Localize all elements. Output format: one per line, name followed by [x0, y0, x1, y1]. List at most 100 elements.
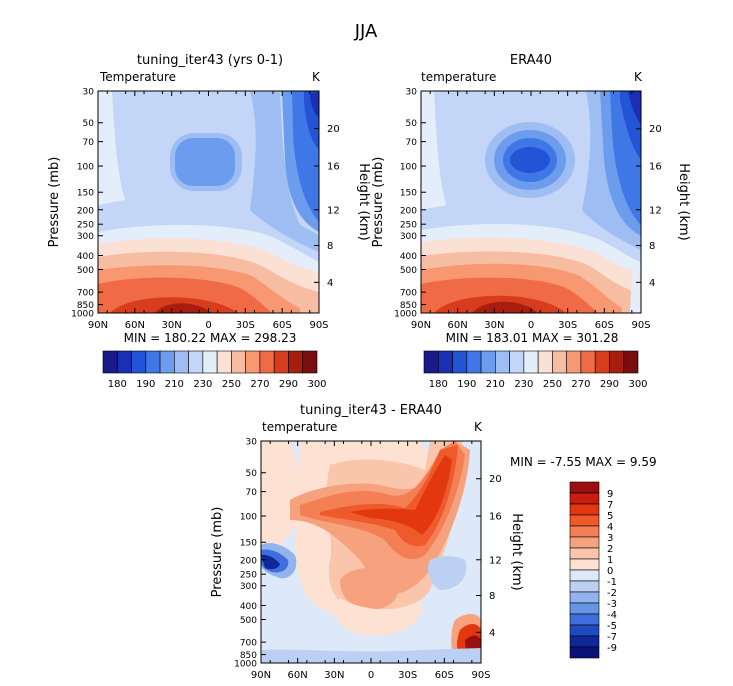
panel-title: tuning_iter43 (yrs 0-1): [137, 53, 283, 68]
y-tick-label: 850: [400, 301, 417, 311]
stats-text: MIN = 183.01 MAX = 301.28: [446, 331, 619, 345]
colorbar-swatch: [594, 350, 610, 374]
colorbar-swatch: [423, 350, 439, 374]
y-tick-label: 200: [240, 556, 257, 566]
y-tick-label: 400: [77, 252, 94, 262]
colorbar-label: -4: [607, 610, 617, 621]
colorbar-label: 1: [607, 555, 613, 566]
colorbar-label: 3: [607, 533, 613, 544]
y2-axis-label: Height (km): [509, 513, 524, 590]
colorbar-swatch: [259, 350, 275, 374]
y2-axis-label: Height (km): [676, 163, 691, 240]
y-axis-label: Pressure (mb): [371, 157, 386, 248]
colorbar-swatch: [569, 591, 600, 604]
colorbar-label: 5: [607, 511, 613, 522]
x-tick-label: 90S: [471, 670, 490, 681]
y-tick-label: 150: [400, 189, 417, 199]
y-tick-label: 150: [77, 189, 94, 199]
y-tick-label: 100: [400, 163, 417, 173]
colorbar-label: -3: [607, 599, 617, 610]
y-tick-label: 50: [246, 469, 258, 479]
colorbar-swatch: [174, 350, 189, 374]
variable-label: temperature: [262, 420, 337, 434]
y-axis-label: Pressure (mb): [210, 507, 225, 598]
y-tick-label: 200: [77, 206, 94, 216]
colorbar-swatch: [569, 602, 600, 615]
axis-ticks: 90N 60N 30N 0 30S 60S 90S 30 50 70 100 150 200 250300…: [234, 438, 502, 682]
x-tick-label: 0: [528, 320, 534, 331]
colorbar-label: 300: [628, 379, 647, 390]
panel-diff: tuning_iter43 - ERA40 temperature K 90N 6…: [210, 403, 657, 681]
x-tick-label: 90S: [631, 320, 650, 331]
colorbar-swatch: [569, 569, 600, 582]
colorbar-label: -1: [607, 577, 617, 588]
axis-ticks: 90N 60N 30N 0 30S 60S 90S 30 50 70 100 150 200 250300…: [71, 88, 340, 332]
contour-field: [98, 91, 319, 313]
figure-title: JJA: [354, 21, 378, 42]
y-tick-label: 850: [240, 651, 257, 661]
colorbar-label: -7: [607, 632, 617, 643]
y-tick-label: 500: [77, 266, 94, 276]
colorbar-label: 2: [607, 544, 613, 555]
colorbar-swatch: [231, 350, 246, 374]
x-tick-label: 90N: [411, 320, 431, 331]
y-tick-label: 300: [240, 582, 257, 592]
colorbar-swatch: [523, 350, 539, 374]
colorbar-label: 250: [222, 379, 241, 390]
y-tick-label: 300: [77, 232, 94, 242]
y2-tick-label: 12: [327, 205, 340, 216]
x-tick-label: 60N: [448, 320, 468, 331]
y-tick-label: 30: [83, 88, 95, 98]
colorbar-label: 300: [307, 379, 326, 390]
colorbar-swatch: [569, 481, 600, 494]
colorbar-label: -9: [607, 643, 617, 654]
colorbar-swatch: [131, 350, 147, 374]
y2-tick-label: 20: [489, 474, 502, 485]
colorbar-swatch: [537, 350, 553, 374]
colorbar-swatch: [569, 514, 600, 527]
colorbar-swatch: [569, 646, 600, 659]
units-label: K: [312, 70, 321, 84]
y-tick-label: 500: [400, 266, 417, 276]
colorbar-label: 180: [429, 379, 448, 390]
y-tick-label: 30: [246, 438, 258, 448]
y2-tick-label: 8: [649, 241, 655, 252]
y-tick-label: 50: [83, 119, 95, 129]
colorbar-label: 190: [136, 379, 155, 390]
y-tick-label: 1000: [234, 660, 257, 670]
x-tick-label: 30N: [162, 320, 182, 331]
y2-tick-label: 16: [327, 162, 340, 173]
colorbar-swatch: [480, 350, 496, 374]
y-tick-label: 70: [83, 138, 95, 148]
colorbar-swatch: [569, 536, 600, 549]
y-tick-label: 70: [406, 138, 418, 148]
colorbar-label: 210: [165, 379, 184, 390]
y-tick-label: 1000: [394, 310, 417, 320]
colorbar-label: 210: [486, 379, 505, 390]
colorbar-swatch: [509, 350, 525, 374]
y-tick-label: 250: [240, 571, 257, 581]
colorbar-swatch: [569, 635, 600, 648]
panel-title: tuning_iter43 - ERA40: [300, 403, 442, 418]
colorbar-swatch: [288, 350, 304, 374]
y-tick-label: 250: [77, 221, 94, 231]
x-tick-label: 30S: [558, 320, 577, 331]
colorbar-swatch: [580, 350, 596, 374]
colorbar-swatch: [569, 613, 600, 626]
colorbar-swatch: [623, 350, 639, 374]
colorbar-swatch: [566, 350, 582, 374]
x-tick-label: 60S: [435, 670, 454, 681]
axis-ticks: 90N 60N 30N 0 30S 60S 90S 30 50 70 100 150 200 250300…: [394, 88, 662, 332]
colorbar-label: 290: [279, 379, 298, 390]
y-axis-label: Pressure (mb): [47, 157, 62, 248]
y2-tick-label: 16: [489, 512, 502, 523]
colorbar-swatch: [302, 350, 318, 374]
colorbar-label: 270: [250, 379, 269, 390]
x-tick-label: 60N: [288, 670, 308, 681]
colorbar-swatch: [552, 350, 567, 374]
y2-tick-label: 12: [649, 205, 662, 216]
y-tick-label: 700: [240, 639, 257, 649]
colorbar-label: 9: [607, 489, 613, 500]
colorbar-swatch: [216, 350, 232, 374]
